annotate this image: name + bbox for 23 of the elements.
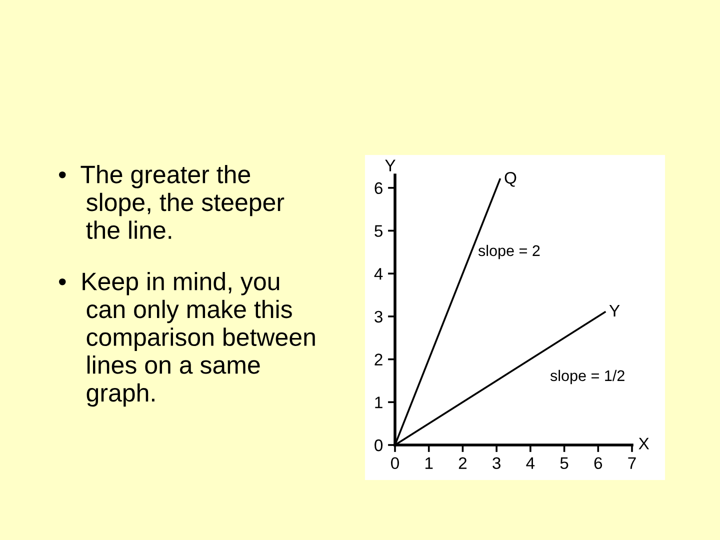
x-axis-title: X (638, 438, 650, 450)
y-tick-label: 6 (374, 182, 382, 194)
x-tick-label: 2 (458, 457, 467, 469)
x-tick-label: 6 (594, 457, 602, 470)
y-tick-label: 5 (374, 225, 382, 237)
x-tick-label: 3 (492, 457, 500, 470)
annotation: slope = 1/2 (550, 370, 624, 384)
x-tick-label: 7 (628, 457, 636, 469)
x-tick-label: 4 (526, 457, 535, 469)
text: • Keep in mind, you can only make this comparison between lines on a same graph. (58, 272, 315, 407)
y-axis-title: Y (385, 160, 396, 172)
y-tick-label: 3 (374, 310, 382, 323)
series-label: Q (504, 172, 516, 187)
y-tick-label: 4 (374, 268, 383, 280)
y-tick-label: 0 (374, 439, 383, 452)
y-tick-label: 1 (375, 396, 382, 408)
x-tick-label: 5 (560, 457, 568, 470)
x-tick-label: 1 (425, 457, 433, 469)
annotation: slope = 2 (478, 244, 540, 260)
text: • The greater the slope, the steeper the line. (58, 165, 284, 240)
x-tick-label: 0 (391, 457, 399, 470)
series-label: Y (609, 304, 620, 316)
y-tick-label: 2 (374, 354, 382, 366)
